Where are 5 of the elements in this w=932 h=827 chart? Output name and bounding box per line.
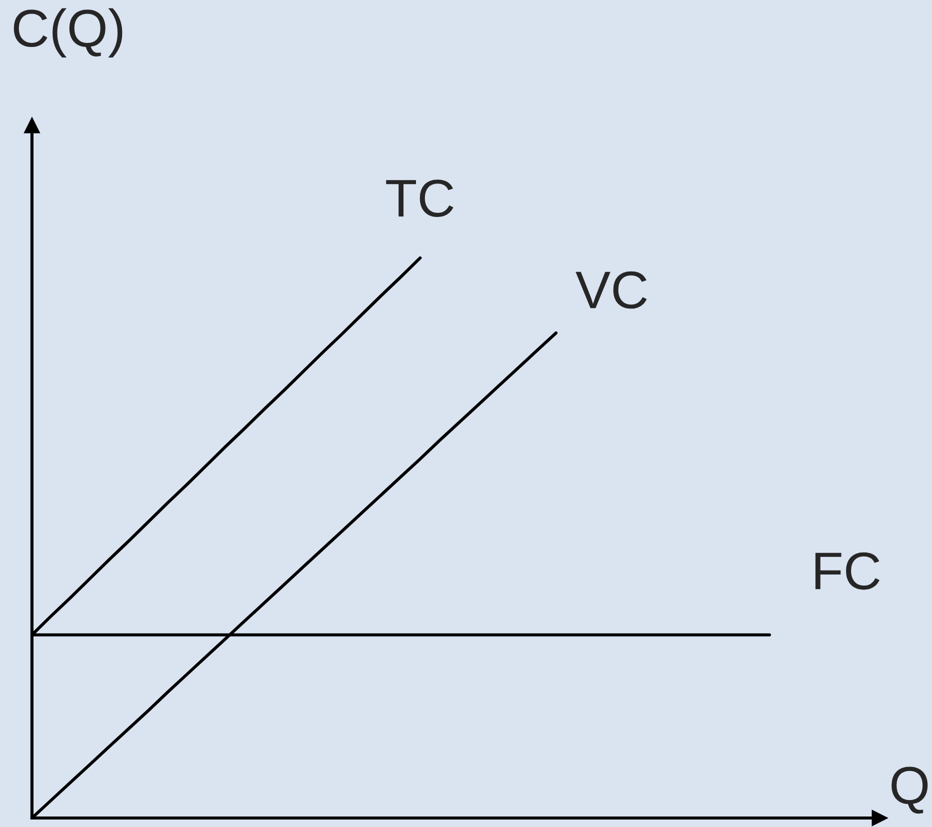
y-axis-title: C(Q) [14,8,122,58]
series-label: VC [576,271,647,309]
x-axis-title: Q [892,766,928,814]
series-label: TC [386,180,454,217]
series-label: FC [815,552,880,590]
